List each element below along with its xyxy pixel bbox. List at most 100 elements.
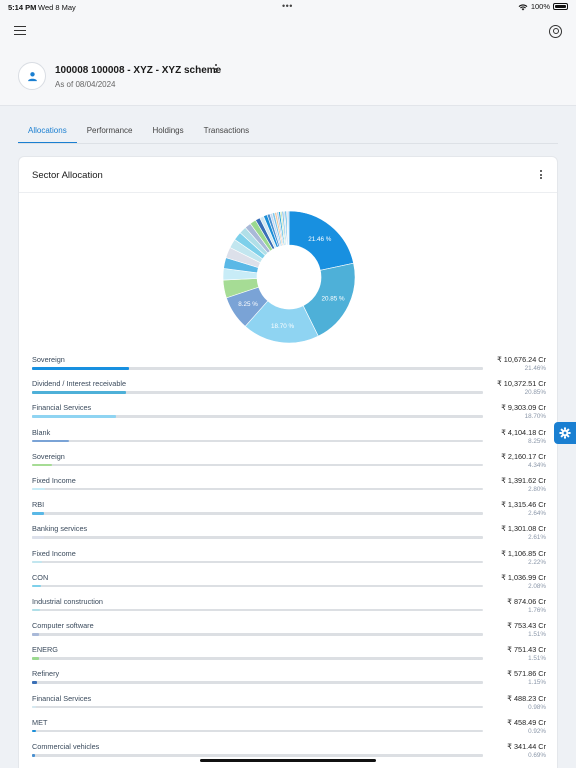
sector-bar-track bbox=[32, 729, 483, 733]
sector-percent: 0.69% bbox=[528, 752, 546, 759]
sector-bar-fill bbox=[32, 536, 44, 539]
home-indicator[interactable] bbox=[200, 759, 376, 762]
sector-bar-track bbox=[32, 754, 483, 757]
sector-row[interactable]: Refinery ₹ 571.86 Cr 1.15% bbox=[32, 669, 546, 693]
sector-row[interactable]: Industrial construction ₹ 874.06 Cr 1.76% bbox=[32, 597, 546, 621]
sector-percent: 1.51% bbox=[528, 655, 546, 663]
donut-slice[interactable] bbox=[287, 211, 290, 246]
sector-allocation-card: Sector Allocation 21.46 % 20.85 % 18.70 % 8… bbox=[18, 156, 558, 768]
sector-bar-fill bbox=[32, 391, 127, 394]
donut-slice-label: 18.70 % bbox=[271, 323, 295, 330]
sector-row[interactable]: Blank ₹ 4,104.18 Cr 8.25% bbox=[32, 428, 546, 452]
sector-percent: 1.76% bbox=[528, 606, 546, 614]
sector-row[interactable]: CON ₹ 1,036.99 Cr 2.08% bbox=[32, 573, 546, 597]
sector-row[interactable]: Computer software ₹ 753.43 Cr 1.51% bbox=[32, 621, 546, 645]
sector-row[interactable]: RBI ₹ 1,315.46 Cr 2.64% bbox=[32, 500, 546, 524]
sector-name: MET bbox=[32, 717, 48, 727]
sector-bar-fill bbox=[32, 415, 117, 418]
donut-slice-label: 20.85 % bbox=[322, 296, 346, 303]
sector-name: Commercial vehicles bbox=[32, 742, 100, 751]
avatar-user-icon bbox=[27, 71, 37, 81]
sector-name: Sovereign bbox=[32, 451, 65, 461]
sector-row[interactable]: MET ₹ 458.49 Cr 0.92% bbox=[32, 718, 546, 742]
sector-row[interactable]: Fixed Income ₹ 1,106.85 Cr 2.22% bbox=[32, 549, 546, 573]
sector-row[interactable]: Sovereign ₹ 2,160.17 Cr 4.34% bbox=[32, 452, 546, 476]
sector-bar-track bbox=[32, 487, 483, 491]
donut-slice-label: 8.25 % bbox=[238, 301, 258, 308]
sector-amount: ₹ 571.86 Cr bbox=[507, 669, 546, 679]
sector-bar-fill bbox=[32, 633, 39, 636]
donut-slice-label: 21.46 % bbox=[308, 236, 332, 243]
multitasking-dots[interactable]: ••• bbox=[282, 1, 293, 11]
sector-percent: 2.64% bbox=[528, 510, 546, 518]
as-of-date: As of 08/04/2024 bbox=[55, 80, 116, 89]
sector-bar-track bbox=[32, 391, 483, 394]
sector-bar-track bbox=[32, 536, 483, 539]
sector-percent: 18.70% bbox=[524, 413, 546, 421]
sector-bar-track bbox=[32, 439, 483, 443]
kebab-icon[interactable] bbox=[212, 64, 220, 76]
sector-row[interactable]: Banking services ₹ 1,301.08 Cr 2.61% bbox=[32, 524, 546, 548]
wifi-icon bbox=[518, 3, 528, 10]
sector-bar-fill bbox=[32, 439, 70, 443]
sector-amount: ₹ 751.43 Cr bbox=[507, 645, 546, 655]
sector-amount: ₹ 341.44 Cr bbox=[507, 742, 546, 751]
sector-bar-fill bbox=[32, 729, 37, 733]
tab-performance[interactable]: Performance bbox=[86, 126, 133, 135]
sector-row[interactable]: Fixed Income ₹ 1,391.62 Cr 2.80% bbox=[32, 476, 546, 500]
user-icon[interactable] bbox=[549, 25, 562, 38]
tab-holdings[interactable]: Holdings bbox=[152, 126, 184, 135]
status-time: 5:14 PM bbox=[8, 3, 37, 12]
sector-percent: 2.22% bbox=[528, 558, 546, 566]
card-header: Sector Allocation bbox=[19, 157, 557, 193]
sector-row[interactable]: Financial Services ₹ 9,303.09 Cr 18.70% bbox=[32, 403, 546, 427]
sector-name: Dividend / Interest receivable bbox=[32, 379, 127, 389]
sector-bar-track bbox=[32, 657, 483, 660]
sector-name: Computer software bbox=[32, 621, 94, 631]
sector-bar-track bbox=[32, 512, 483, 515]
sector-amount: ₹ 1,391.62 Cr bbox=[501, 475, 546, 485]
sector-percent: 2.08% bbox=[528, 582, 546, 590]
sector-row[interactable]: ENERG ₹ 751.43 Cr 1.51% bbox=[32, 645, 546, 669]
tab-allocations[interactable]: Allocations bbox=[18, 120, 77, 143]
sector-percent: 1.15% bbox=[528, 679, 546, 687]
sector-row[interactable]: Sovereign ₹ 10,676.24 Cr 21.46% bbox=[32, 355, 546, 379]
menu-icon[interactable] bbox=[14, 26, 26, 36]
sector-donut-chart[interactable]: 21.46 % 20.85 % 18.70 % 8.25 % bbox=[223, 211, 355, 343]
sector-row[interactable]: Dividend / Interest receivable ₹ 10,372.5… bbox=[32, 379, 546, 403]
sector-row[interactable]: Financial Services ₹ 488.23 Cr 0.98% bbox=[32, 694, 546, 718]
sector-bar-fill bbox=[32, 512, 44, 515]
sector-bar-track bbox=[32, 681, 483, 684]
sector-amount: ₹ 9,303.09 Cr bbox=[501, 403, 546, 413]
sector-name: Refinery bbox=[32, 669, 60, 679]
sector-amount: ₹ 10,676.24 Cr bbox=[497, 355, 546, 364]
sector-amount: ₹ 1,036.99 Cr bbox=[501, 572, 546, 582]
sector-percent: 0.98% bbox=[528, 703, 546, 711]
sector-list: Sovereign ₹ 10,676.24 Cr 21.46% Dividend / … bbox=[32, 355, 546, 766]
sector-name: Industrial construction bbox=[32, 596, 103, 606]
status-bar: 5:14 PM Wed 8 May ••• 100% bbox=[0, 0, 576, 16]
gear-icon bbox=[559, 427, 571, 439]
sector-name: Fixed Income bbox=[32, 475, 76, 485]
sector-bar-track bbox=[32, 415, 483, 418]
sector-name: RBI bbox=[32, 500, 45, 510]
sector-bar-fill bbox=[32, 681, 38, 684]
sector-name: ENERG bbox=[32, 645, 58, 655]
sector-bar-fill bbox=[32, 584, 42, 588]
settings-gear-icon[interactable] bbox=[554, 422, 576, 444]
sector-bar-track bbox=[32, 560, 483, 563]
tabs-divider bbox=[18, 143, 558, 144]
tab-transactions[interactable]: Transactions bbox=[203, 126, 250, 135]
sector-amount: ₹ 458.49 Cr bbox=[507, 717, 546, 727]
sector-row[interactable]: Commercial vehicles ₹ 341.44 Cr 0.69% bbox=[32, 742, 546, 766]
sector-amount: ₹ 753.43 Cr bbox=[507, 621, 546, 631]
sector-amount: ₹ 10,372.51 Cr bbox=[497, 379, 546, 389]
sector-amount: ₹ 2,160.17 Cr bbox=[501, 451, 546, 461]
sector-name: Sovereign bbox=[32, 355, 65, 364]
card-kebab-icon[interactable] bbox=[538, 170, 544, 182]
status-date: Wed 8 May bbox=[38, 3, 76, 12]
sector-percent: 21.46% bbox=[524, 365, 546, 372]
sector-name: Financial Services bbox=[32, 693, 92, 703]
sector-bar-track bbox=[32, 608, 483, 612]
sector-percent: 20.85% bbox=[524, 389, 546, 397]
